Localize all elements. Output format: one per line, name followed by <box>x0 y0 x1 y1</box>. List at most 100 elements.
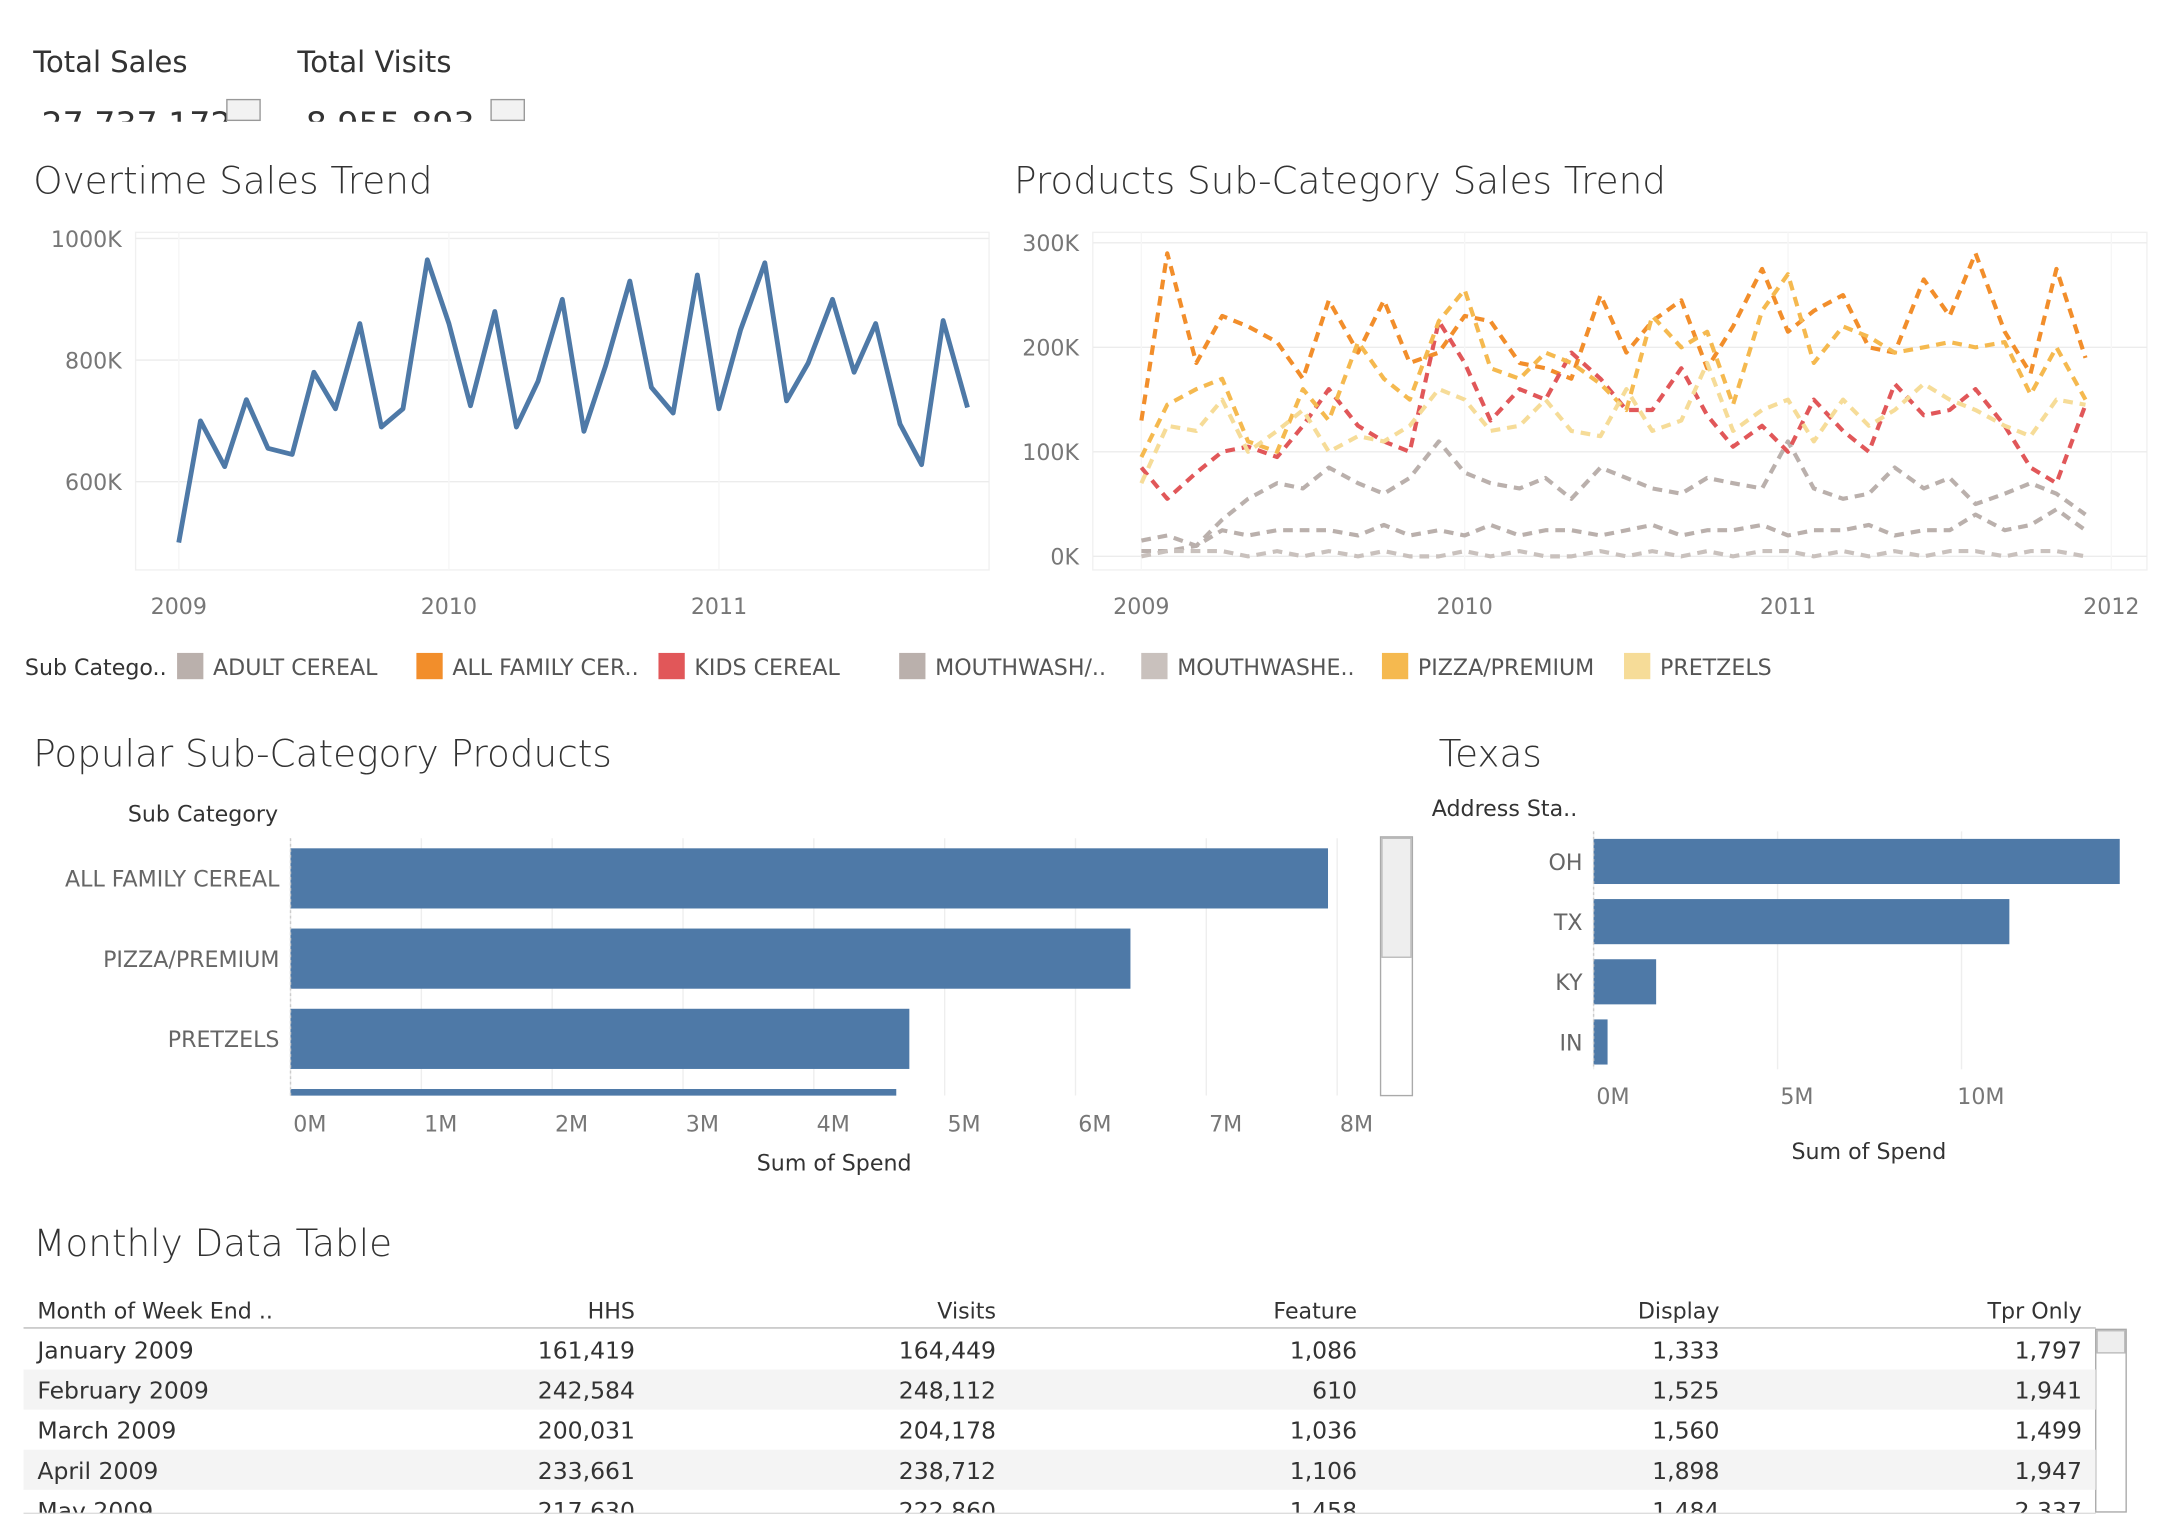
table-cell: March 2009 <box>37 1417 176 1445</box>
bar <box>1593 899 2010 945</box>
y-tick-label: TX <box>1553 910 1583 936</box>
bar <box>290 928 1131 989</box>
table-cell: 204,178 <box>899 1417 996 1445</box>
kpi-label: Total Visits <box>296 45 451 79</box>
y-tick-label: 800K <box>65 348 122 374</box>
legend-label: PRETZELS <box>1660 655 1772 681</box>
legend-label: ALL FAMILY CER.. <box>452 655 638 681</box>
scroll-thumb[interactable] <box>2096 1330 2126 1354</box>
table-cell: 2,337 <box>2015 1497 2082 1525</box>
legend-label: MOUTHWASHE.. <box>1177 655 1354 681</box>
legend-label: MOUTHWASH/.. <box>935 655 1106 681</box>
table-cell: 222,860 <box>899 1497 996 1525</box>
column-header: Feature <box>1273 1298 1357 1324</box>
table-cell: February 2009 <box>37 1377 208 1405</box>
kpi-label: Total Sales <box>32 45 187 79</box>
row-header: Sub Category <box>128 802 278 828</box>
kpi-value: 8,955,893 <box>306 105 475 144</box>
table-cell: January 2009 <box>35 1336 193 1364</box>
y-tick-label: PRETZELS <box>168 1027 280 1053</box>
x-tick-label: 10M <box>1957 1084 2004 1110</box>
table-cell: 1,106 <box>1290 1457 1357 1485</box>
legend-label: KIDS CEREAL <box>694 655 840 681</box>
table-body: January 2009 161,419 164,449 1,086 1,333 1,79… <box>23 1336 2096 1525</box>
x-tick-label: 6M <box>1078 1112 1111 1138</box>
table-cell: 1,458 <box>1290 1497 1357 1525</box>
series-line <box>1139 360 2086 485</box>
x-tick-label: 8M <box>1340 1112 1373 1138</box>
table-cell: 1,086 <box>1290 1336 1357 1364</box>
bar <box>290 1008 910 1069</box>
kpi-value: 27,737,172 <box>42 105 232 144</box>
x-tick-label: 2009 <box>151 594 207 620</box>
y-tick-label: 1000K <box>51 227 122 253</box>
x-tick-label: 5M <box>1780 1084 1813 1110</box>
table-cell: 1,797 <box>2015 1336 2082 1364</box>
x-tick-label: 2011 <box>1760 594 1816 620</box>
kpi-row: Total Sales 27,737,172 Total Visits 8,955,8… <box>32 45 525 144</box>
plot-area <box>1092 231 2148 571</box>
table-cell: April 2009 <box>37 1457 158 1485</box>
table-cell: 1,333 <box>1652 1336 1719 1364</box>
y-tick-label: 600K <box>65 470 122 496</box>
x-tick-label: 1M <box>424 1112 457 1138</box>
y-tick-label: KY <box>1555 970 1583 996</box>
column-header: Tpr Only <box>1987 1298 2082 1324</box>
x-tick-label: 2010 <box>1437 594 1493 620</box>
row-band <box>23 1369 2096 1410</box>
table-cell: 200,031 <box>538 1417 635 1445</box>
chart-title: Overtime Sales Trend <box>33 159 432 203</box>
y-tick-label: 300K <box>1022 231 1079 257</box>
table-cell: 1,898 <box>1652 1457 1719 1485</box>
bar <box>290 1089 897 1096</box>
legend-label: PIZZA/PREMIUM <box>1418 655 1594 681</box>
series-line <box>1141 439 2087 554</box>
scroll-thumb[interactable] <box>1381 837 1412 958</box>
legend-swatch <box>658 652 685 680</box>
legend-swatch <box>177 652 204 680</box>
table-cell: 1,947 <box>2015 1457 2082 1485</box>
x-axis-title: Sum of Spend <box>757 1150 912 1176</box>
column-header: Visits <box>937 1298 996 1324</box>
series-line <box>1139 319 2088 501</box>
series-line <box>1139 251 2088 421</box>
legend-swatch <box>1141 652 1168 680</box>
table-cell: 217,630 <box>538 1497 635 1525</box>
y-tick-label: 100K <box>1022 440 1079 466</box>
series-line <box>176 257 970 543</box>
chart-title: Products Sub-Category Sales Trend <box>1014 159 1666 203</box>
legend-label: ADULT CEREAL <box>213 655 378 681</box>
table-cell: 1,036 <box>1290 1417 1357 1445</box>
y-tick-label: 200K <box>1022 336 1079 362</box>
series-line <box>1140 549 2086 559</box>
y-tick-label: ALL FAMILY CEREAL <box>65 867 280 893</box>
table-cell: 1,484 <box>1652 1497 1719 1525</box>
table-cell: May 2009 <box>37 1497 153 1525</box>
table-cell: 610 <box>1312 1377 1357 1405</box>
legend-swatch <box>1624 652 1651 680</box>
x-tick-label: 0M <box>1596 1084 1629 1110</box>
table-cell: 233,661 <box>538 1457 635 1485</box>
column-header: Display <box>1638 1298 1720 1324</box>
scrollbar[interactable] <box>2095 1328 2127 1513</box>
x-tick-label: 5M <box>947 1112 980 1138</box>
x-tick-label: 4M <box>817 1112 850 1138</box>
x-tick-label: 2M <box>555 1112 588 1138</box>
column-header: HHS <box>588 1298 635 1324</box>
x-axis-title: Sum of Spend <box>1791 1139 1946 1165</box>
table-cell: 1,499 <box>2015 1417 2082 1445</box>
x-tick-label: 0M <box>293 1112 326 1138</box>
table-cell: 248,112 <box>899 1377 996 1405</box>
bar-plot: OH TX KY IN <box>1548 831 2120 1070</box>
y-tick-label: OH <box>1548 850 1582 876</box>
table-title: Monthly Data Table <box>33 1221 392 1265</box>
legend-swatch <box>416 652 443 680</box>
x-tick-label: 2012 <box>2083 594 2139 620</box>
bar <box>1593 959 1657 1005</box>
chart-title: Popular Sub-Category Products <box>33 731 612 775</box>
table-cell: 164,449 <box>899 1336 996 1364</box>
x-tick-label: 3M <box>686 1112 719 1138</box>
